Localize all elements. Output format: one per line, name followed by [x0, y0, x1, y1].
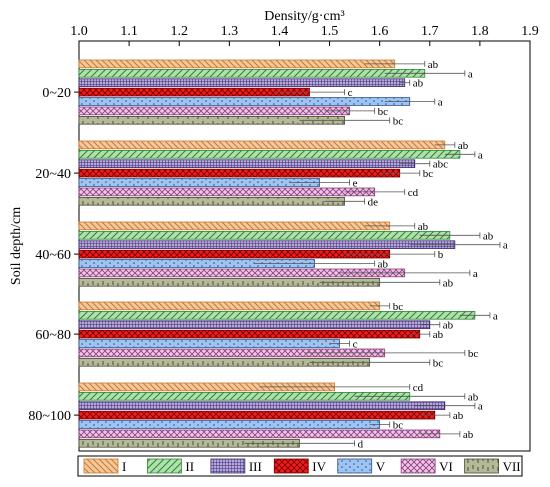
bar: [78, 178, 320, 187]
significance-label: a: [468, 68, 473, 80]
legend-label: IV: [312, 459, 326, 474]
x-tick-label: 1.0: [70, 24, 88, 39]
significance-label: a: [478, 401, 483, 413]
y-tick-label: 60~80: [35, 328, 71, 343]
x-tick-label: 1.3: [221, 24, 239, 39]
significance-label: ab: [418, 221, 429, 233]
bar: [78, 249, 391, 259]
x-tick-label: 1.4: [271, 24, 289, 39]
legend-label: III: [249, 459, 262, 474]
bar: [78, 410, 436, 420]
bar: [78, 429, 441, 439]
bar: [78, 329, 421, 339]
x-tick-label: 1.5: [321, 24, 339, 39]
significance-label: a: [478, 149, 483, 161]
bar: [78, 401, 446, 410]
significance-label: de: [368, 196, 379, 208]
significance-label: bc: [378, 106, 389, 118]
legend-swatch: [337, 458, 373, 474]
significance-label: ab: [468, 391, 479, 403]
significance-label: bc: [393, 301, 404, 313]
significance-label: bc: [468, 348, 479, 360]
bar: [78, 149, 461, 159]
significance-label: ab: [443, 277, 454, 289]
significance-label: bc: [393, 420, 404, 432]
x-tick-label: 1.6: [371, 24, 389, 39]
x-tick-label: 1.7: [421, 24, 439, 39]
y-tick-label: 0~20: [42, 86, 71, 101]
bar: [78, 97, 411, 106]
significance-label: a: [493, 310, 498, 322]
bar: [78, 187, 376, 197]
legend-swatch: [273, 458, 309, 474]
bar: [78, 196, 345, 206]
legend-label: V: [376, 459, 386, 474]
legend-frame: [77, 455, 523, 477]
legend-swatch: [464, 458, 499, 474]
legend-swatch: [400, 458, 436, 474]
significance-label: e: [353, 178, 358, 190]
significance-label: ab: [413, 78, 424, 90]
y-tick-label: 20~40: [35, 167, 71, 182]
legend: I II III IV V VI VII: [77, 455, 523, 477]
bar: [78, 69, 426, 78]
significance-label: b: [438, 249, 444, 261]
bar: [78, 59, 396, 69]
significance-label: c: [348, 87, 353, 99]
legend-swatch: [147, 458, 182, 474]
bar: [78, 168, 401, 178]
bar: [78, 301, 381, 311]
significance-label: bc: [393, 115, 404, 127]
bar: [78, 320, 431, 329]
plot-area: 1.0 1.1 1.2 1.3 1.4 1.5 1.6 1.7 1.8 1.9 Density/g·…: [9, 9, 539, 452]
bar: [78, 140, 446, 150]
bar: [78, 240, 456, 250]
bar: [78, 310, 476, 320]
significance-label: ab: [453, 410, 464, 422]
significance-label: ab: [483, 230, 494, 242]
x-tick-label: 1.9: [521, 24, 539, 39]
significance-label: bc: [423, 168, 434, 180]
significance-label: d: [358, 438, 364, 450]
y-tick-label: 40~60: [35, 248, 71, 263]
bar: [78, 230, 451, 240]
bar: [78, 339, 340, 348]
significance-label: cd: [408, 187, 419, 199]
significance-label: c: [353, 339, 358, 351]
x-tick-label: 1.8: [471, 24, 489, 39]
legend-label: I: [122, 459, 126, 474]
significance-label: ab: [458, 140, 469, 152]
significance-label: a: [438, 97, 443, 109]
bar: [78, 221, 391, 231]
bar: [78, 420, 381, 429]
significance-label: ab: [433, 329, 444, 341]
significance-label: bc: [433, 357, 444, 369]
y-tick-label: 80~100: [28, 409, 71, 424]
significance-label: ab: [443, 320, 454, 332]
significance-label: cd: [413, 382, 424, 394]
x-axis-title: Density/g·cm³: [264, 9, 344, 24]
bar: [78, 159, 416, 169]
significance-label: ab: [378, 259, 389, 271]
significance-label: ab: [463, 429, 474, 441]
significance-label: abc: [433, 159, 448, 171]
legend-label: VII: [503, 459, 521, 474]
y-axis-title: Soil depth/cm: [9, 207, 24, 285]
significance-label: ab: [428, 59, 439, 71]
significance-label: a: [503, 240, 508, 252]
bar: [78, 106, 351, 116]
x-tick-label: 1.2: [170, 24, 188, 39]
legend-swatch: [83, 458, 119, 474]
bar: [78, 78, 406, 88]
legend-label: VI: [439, 459, 453, 474]
legend-swatch: [210, 458, 246, 474]
x-tick-label: 1.1: [120, 24, 138, 39]
significance-label: a: [473, 268, 478, 280]
legend-label: II: [185, 459, 194, 474]
